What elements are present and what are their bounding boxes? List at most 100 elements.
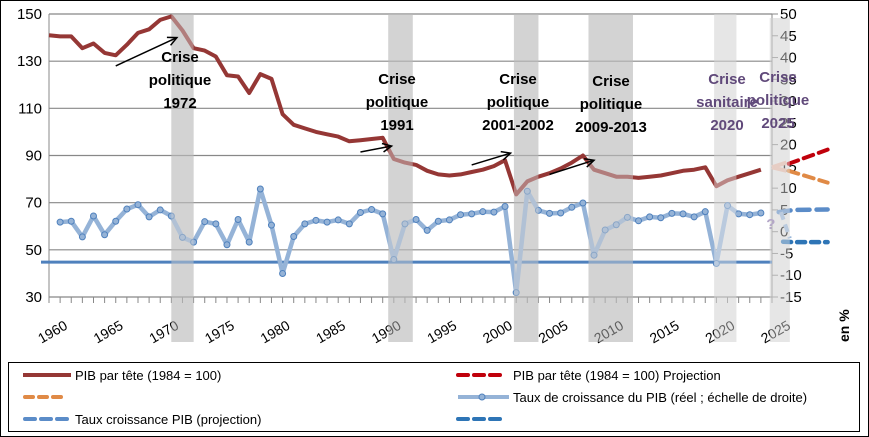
data-point-growth bbox=[523, 187, 531, 195]
data-point-growth bbox=[356, 209, 364, 217]
data-point-growth bbox=[646, 213, 654, 221]
data-point-growth bbox=[434, 217, 442, 225]
series-line-growth bbox=[59, 186, 762, 295]
x-tick-label: 1960 bbox=[35, 317, 70, 347]
crisis-label: Crise bbox=[378, 71, 416, 88]
data-point-growth bbox=[468, 210, 476, 218]
legend: PIB par tête (1984 = 100) PIB par tête (… bbox=[8, 362, 860, 432]
legend-swatch-dashed bbox=[456, 417, 508, 421]
y-right-tick-label: 25 bbox=[780, 115, 797, 132]
legend-item-orange-dashed bbox=[21, 387, 75, 407]
crisis-label: 2025 bbox=[761, 115, 794, 132]
y-left-tick-label: 130 bbox=[17, 53, 42, 70]
series-line-growth-drop bbox=[779, 211, 792, 239]
x-tick-label: 1965 bbox=[91, 317, 126, 347]
crisis-label: politique bbox=[580, 96, 643, 113]
y-right-tick-label: -10 bbox=[780, 267, 802, 284]
data-point-growth bbox=[712, 259, 720, 267]
y-right-tick-label: 40 bbox=[780, 50, 797, 67]
data-point-growth bbox=[401, 220, 409, 228]
crisis-label: Crise bbox=[161, 49, 199, 66]
data-point-growth bbox=[134, 201, 142, 209]
data-point-growth bbox=[445, 216, 453, 224]
crisis-label: politique bbox=[747, 92, 810, 109]
data-point-growth bbox=[279, 269, 287, 277]
series-line-growth-projection bbox=[776, 207, 830, 215]
y-right-tick-label: -15 bbox=[780, 289, 802, 306]
data-point-growth bbox=[234, 216, 242, 224]
x-tick-label: 1980 bbox=[257, 317, 292, 347]
data-point-growth bbox=[290, 232, 298, 240]
crisis-label: Crise bbox=[708, 71, 746, 88]
crisis-band-overlay bbox=[513, 14, 539, 342]
y-left-tick-label: 150 bbox=[17, 6, 42, 23]
y-left-tick-label: 110 bbox=[18, 100, 42, 117]
y-right-tick-label: -5 bbox=[780, 245, 793, 262]
data-point-growth bbox=[501, 202, 509, 210]
data-point-growth bbox=[746, 211, 754, 219]
crisis-label: 2001-2002 bbox=[482, 117, 554, 134]
crisis-band-overlay bbox=[714, 14, 737, 342]
crisis-label: Crise bbox=[759, 69, 797, 86]
y-right-tick-label: 45 bbox=[780, 28, 797, 45]
data-point-growth bbox=[167, 212, 175, 220]
data-point-growth bbox=[56, 218, 64, 226]
crisis-label: politique bbox=[487, 94, 550, 111]
legend-swatch-dashed bbox=[456, 373, 508, 377]
x-tick-label: 1995 bbox=[424, 317, 459, 347]
data-point-growth bbox=[212, 220, 220, 228]
y-right-tick-label: 50 bbox=[780, 6, 797, 23]
legend-item-growth: Taux de croissance du PIB (réel ; échell… bbox=[449, 387, 807, 407]
right-axis-unit-label: en % bbox=[836, 309, 852, 342]
legend-item-growth-projection: Taux croissance PIB (projection) bbox=[21, 409, 261, 429]
legend-label: Taux de croissance du PIB (réel ; échell… bbox=[513, 389, 808, 405]
data-point-growth bbox=[679, 210, 687, 218]
annotation-arrow-head bbox=[381, 142, 394, 153]
data-point-growth bbox=[657, 214, 665, 222]
crisis-label: politique bbox=[149, 72, 212, 89]
data-point-growth bbox=[724, 202, 732, 210]
data-point-growth bbox=[201, 218, 209, 226]
data-point-growth bbox=[112, 217, 120, 225]
x-tick-label: 2015 bbox=[647, 317, 682, 347]
y-left-tick-label: 50 bbox=[25, 242, 42, 259]
data-point-growth bbox=[512, 289, 520, 297]
legend-label: PIB par tête (1984 = 100) bbox=[75, 367, 222, 383]
data-point-growth bbox=[390, 256, 398, 264]
data-point-growth bbox=[301, 220, 309, 228]
crisis-band bbox=[388, 14, 413, 342]
legend-swatch-marker bbox=[458, 393, 509, 401]
data-point-growth bbox=[190, 238, 198, 246]
y-left-tick-label: 70 bbox=[25, 195, 42, 212]
data-point-growth bbox=[534, 206, 542, 214]
crisis-label: 2009-2013 bbox=[575, 119, 647, 136]
data-point-growth bbox=[312, 216, 320, 224]
crisis-band-overlay bbox=[388, 14, 413, 342]
data-point-growth bbox=[323, 218, 331, 226]
data-point-growth bbox=[568, 203, 576, 211]
annotation-arrow-head bbox=[166, 36, 179, 46]
x-tick-label: 1975 bbox=[202, 317, 237, 347]
crisis-band bbox=[171, 14, 194, 342]
data-point-growth bbox=[89, 212, 97, 220]
y-right-tick-label: 20 bbox=[780, 137, 797, 154]
data-point-growth bbox=[735, 210, 743, 218]
data-point-growth bbox=[635, 217, 643, 225]
data-point-growth bbox=[757, 209, 765, 217]
data-point-growth bbox=[368, 205, 376, 213]
data-point-growth bbox=[557, 209, 565, 217]
annotation-arrow-shaft bbox=[360, 145, 392, 153]
legend-label: Taux croissance PIB (projection) bbox=[75, 411, 262, 427]
annotation-arrow-head bbox=[500, 150, 513, 161]
series-line-pib bbox=[48, 14, 762, 197]
y-right-tick-label: 35 bbox=[780, 71, 797, 88]
data-point-growth bbox=[123, 205, 131, 213]
crisis-label: 2020 bbox=[710, 117, 743, 134]
series-line-pib-projection-high bbox=[786, 147, 830, 166]
crisis-band-overlay bbox=[171, 14, 194, 342]
y-left-tick-label: 30 bbox=[25, 289, 42, 306]
annotation-arrow-shaft bbox=[115, 36, 178, 67]
annotation-arrow-shaft bbox=[549, 159, 595, 176]
legend-swatch-solid bbox=[23, 373, 71, 377]
data-point-growth bbox=[101, 231, 109, 239]
